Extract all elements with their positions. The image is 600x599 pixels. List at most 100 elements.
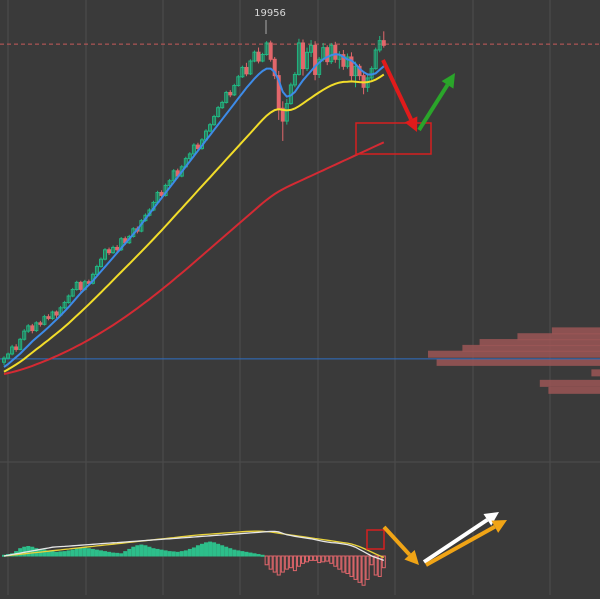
macd-histogram-bar bbox=[232, 549, 237, 557]
macd-histogram-bar bbox=[284, 555, 289, 570]
candle-body bbox=[256, 51, 261, 62]
candle-body bbox=[208, 124, 213, 132]
down-arrow-red-shaft bbox=[381, 59, 413, 121]
macd-histogram-bar bbox=[62, 551, 67, 557]
candle-body bbox=[22, 330, 27, 340]
macd-histogram-bar bbox=[42, 549, 47, 557]
volume-profile-bar bbox=[591, 369, 600, 377]
candle-body bbox=[353, 65, 358, 77]
volume-profile-bar bbox=[551, 327, 600, 335]
annotations bbox=[265, 20, 507, 567]
down-arrow-red-head bbox=[404, 116, 418, 132]
volume-profile-bar bbox=[462, 344, 600, 352]
ma-mid-line bbox=[3, 73, 385, 373]
macd-histogram-bar bbox=[66, 550, 71, 557]
macd-histogram-bar bbox=[260, 554, 265, 557]
macd-histogram-bar bbox=[276, 555, 281, 576]
macd-histogram-bar bbox=[111, 552, 116, 557]
candle-body bbox=[119, 238, 124, 251]
up-arrow-green-head bbox=[441, 73, 455, 89]
macd-histogram-bar bbox=[264, 555, 269, 566]
macd-histogram-bar bbox=[175, 551, 180, 557]
macd-histogram-bar bbox=[127, 548, 132, 557]
candle-body bbox=[325, 47, 330, 63]
macd-histogram-bar bbox=[159, 549, 164, 557]
macd-histogram-bar bbox=[256, 554, 261, 557]
price-levels bbox=[0, 43, 600, 360]
macd-histogram-bar bbox=[90, 548, 95, 557]
macd-histogram-bar bbox=[94, 549, 99, 557]
ma-slow-line bbox=[3, 141, 385, 375]
macd-histogram-bar bbox=[191, 547, 196, 557]
macd-histogram-bar bbox=[288, 555, 293, 569]
macd-histogram-bar bbox=[135, 545, 140, 557]
candle-body bbox=[248, 60, 253, 75]
macd-histogram-bar bbox=[74, 548, 79, 557]
up-arrow-white-shaft bbox=[422, 518, 489, 564]
macd-histogram-bar bbox=[236, 550, 241, 557]
macd-histogram-bar bbox=[163, 550, 168, 557]
macd-histogram-bar bbox=[204, 542, 209, 557]
macd-histogram-bar bbox=[244, 551, 249, 557]
macd-histogram-bar bbox=[199, 543, 204, 557]
macd-histogram-bar bbox=[341, 555, 346, 573]
macd-histogram-bar bbox=[86, 548, 91, 557]
macd-histogram-bar bbox=[78, 547, 83, 557]
macd-histogram-bar bbox=[119, 553, 124, 557]
macd-histogram-bar bbox=[272, 555, 277, 573]
candle-body bbox=[46, 316, 51, 319]
volume-profile bbox=[428, 327, 600, 394]
macd-histogram-bar bbox=[252, 553, 257, 557]
candlesticks bbox=[2, 31, 386, 366]
candle-body bbox=[228, 92, 233, 96]
candle-body bbox=[54, 311, 59, 316]
candle-body bbox=[34, 322, 39, 332]
up-arrow-orange-shaft bbox=[425, 525, 496, 567]
volume-profile-bar bbox=[539, 379, 600, 387]
candle-body bbox=[300, 42, 305, 70]
volume-profile-bar bbox=[548, 386, 600, 394]
candle-body bbox=[2, 357, 7, 363]
macd-histogram-bar bbox=[212, 542, 217, 557]
candle-body bbox=[195, 144, 200, 150]
volume-profile-bar bbox=[479, 339, 600, 347]
candle-body bbox=[98, 258, 103, 268]
candle-body bbox=[244, 66, 249, 75]
macd-line bbox=[3, 530, 385, 562]
candle-body bbox=[252, 51, 257, 62]
candle-body bbox=[115, 246, 120, 251]
candle-body bbox=[341, 54, 346, 67]
macd-histogram-bar bbox=[107, 551, 112, 557]
ma-fast-line bbox=[3, 53, 385, 368]
macd-histogram-bar bbox=[353, 555, 358, 580]
candle-body bbox=[236, 76, 241, 87]
candle-body bbox=[18, 338, 23, 350]
candle-body bbox=[349, 56, 354, 77]
macd-histogram-bar bbox=[296, 555, 301, 567]
macd-histogram-bar bbox=[147, 546, 152, 557]
candle-body bbox=[159, 192, 164, 196]
candle-body bbox=[224, 92, 229, 103]
candle-body bbox=[345, 56, 350, 67]
macd-histogram-bar bbox=[70, 549, 75, 557]
macd-histogram-bar bbox=[240, 551, 245, 557]
macd-histogram-bar bbox=[224, 546, 229, 557]
up-arrow-white-head bbox=[483, 512, 499, 526]
macd-histogram-bar bbox=[54, 551, 59, 557]
macd-histogram-bar bbox=[187, 548, 192, 557]
candle-body bbox=[94, 266, 99, 275]
macd-histogram-bar bbox=[248, 552, 253, 557]
moving-averages bbox=[3, 53, 385, 375]
macd-histogram-bar bbox=[381, 555, 386, 569]
candle-body bbox=[107, 249, 112, 254]
macd-histogram-bar bbox=[365, 555, 370, 580]
candle-body bbox=[26, 325, 31, 332]
candle-body bbox=[232, 85, 237, 96]
macd-histogram-bar bbox=[329, 555, 334, 564]
candle-body bbox=[220, 101, 225, 109]
candle-body bbox=[317, 58, 322, 75]
candle-body bbox=[38, 322, 43, 325]
